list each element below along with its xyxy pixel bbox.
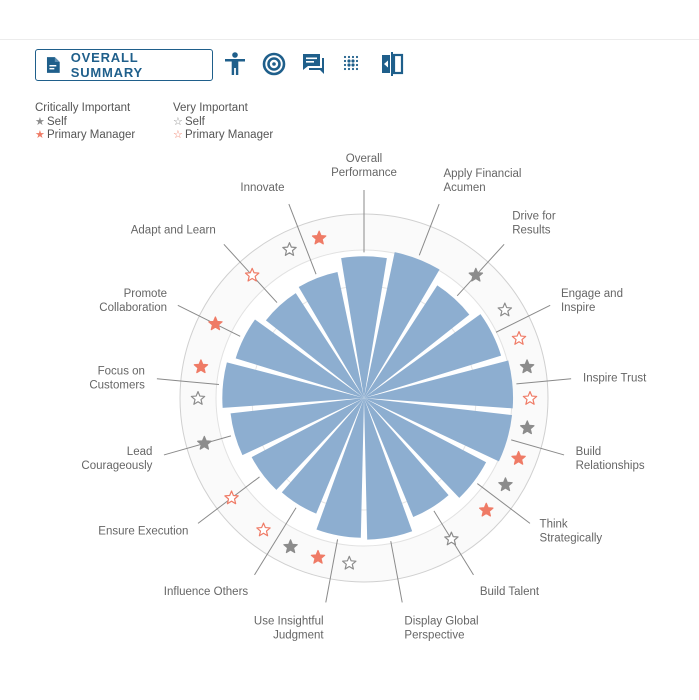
legend-very-manager: Primary Manager — [185, 129, 274, 141]
spoke-line — [156, 378, 219, 386]
document-icon — [46, 57, 60, 73]
bar-segment[interactable] — [364, 314, 502, 398]
legend-critical-self: Self — [47, 115, 67, 128]
self-filled-star-icon[interactable] — [197, 435, 212, 450]
category-label: Think Strategically — [540, 519, 603, 545]
bar-segment[interactable] — [341, 256, 387, 398]
manager-outline-star-icon[interactable] — [244, 267, 260, 282]
bar-segment[interactable] — [298, 271, 364, 398]
self-filled-star-icon: ★ — [35, 115, 45, 128]
top-divider — [0, 39, 699, 40]
bar-segment[interactable] — [281, 398, 364, 514]
category-label: Adapt and Learn — [131, 224, 216, 236]
self-filled-star-icon[interactable] — [283, 539, 298, 554]
bar-segment[interactable] — [364, 252, 440, 398]
bar-segment[interactable] — [251, 398, 364, 490]
self-outline-star-icon[interactable] — [282, 242, 297, 256]
spoke-line — [511, 439, 565, 456]
category-label: Build Relationships — [576, 446, 645, 472]
overall-summary-button[interactable]: OVERALL SUMMARY — [35, 49, 213, 81]
bar-segment[interactable] — [364, 398, 449, 518]
manager-filled-star-icon[interactable] — [479, 502, 494, 517]
bar-segment[interactable] — [364, 398, 487, 498]
bar-segment[interactable] — [265, 293, 364, 398]
legend-very: Very Important ☆ Self ☆ Primary Manager — [173, 102, 273, 143]
category-label: Inspire Trust — [583, 373, 647, 385]
spoke-line — [456, 243, 505, 297]
manager-filled-star-icon[interactable] — [511, 450, 526, 465]
manager-outline-star-icon: ☆ — [173, 129, 183, 141]
legend-critical-manager: Primary Manager — [47, 129, 136, 141]
category-label: Promote Collaboration — [99, 288, 167, 314]
category-label: Engage and Inspire — [561, 288, 623, 314]
bar-segment[interactable] — [235, 319, 364, 398]
spoke-line — [177, 304, 241, 337]
self-filled-star-icon[interactable] — [519, 359, 535, 374]
spoke-line — [516, 378, 572, 385]
target-icon[interactable] — [261, 51, 287, 77]
spoke-line — [495, 304, 551, 333]
person-icon[interactable] — [222, 51, 248, 77]
bar-segment[interactable] — [364, 285, 470, 398]
dots-grid-icon[interactable] — [339, 51, 365, 77]
self-filled-star-icon[interactable] — [520, 420, 535, 435]
spoke-line — [325, 539, 339, 603]
category-label: Focus on Customers — [89, 366, 145, 392]
manager-outline-star-icon[interactable] — [511, 330, 527, 345]
spoke-line — [254, 507, 297, 576]
self-outline-star-icon[interactable] — [444, 531, 459, 546]
category-label: Drive for Results — [512, 210, 556, 236]
manager-outline-star-icon[interactable] — [522, 391, 538, 405]
manager-filled-star-icon[interactable] — [310, 549, 326, 564]
self-filled-star-icon[interactable] — [468, 267, 484, 282]
self-outline-star-icon: ☆ — [173, 115, 183, 128]
bar-segment[interactable] — [364, 398, 413, 540]
bar-segment[interactable] — [222, 362, 364, 408]
compare-icon[interactable] — [379, 51, 405, 77]
bar-segment[interactable] — [364, 360, 514, 409]
self-filled-star-icon[interactable] — [498, 477, 513, 492]
bar-segment[interactable] — [316, 398, 364, 538]
self-outline-star-icon[interactable] — [190, 391, 206, 405]
legend-very-self: Self — [185, 115, 205, 128]
chat-icon[interactable] — [300, 51, 326, 77]
spoke-line — [477, 483, 531, 524]
category-label: Build Talent — [480, 586, 540, 598]
category-label: Lead Courageously — [81, 446, 152, 472]
category-label: Use Insightful Judgment — [254, 615, 324, 641]
manager-filled-star-icon: ★ — [35, 129, 45, 141]
bar-segment[interactable] — [364, 398, 513, 462]
manager-filled-star-icon[interactable] — [193, 359, 209, 374]
manager-outline-star-icon[interactable] — [256, 522, 271, 537]
manager-outline-star-icon[interactable] — [224, 490, 239, 505]
category-label: Innovate — [240, 182, 284, 194]
legend-very-title: Very Important — [173, 102, 248, 114]
toolbar: OVERALL SUMMARY — [35, 48, 404, 82]
spoke-line — [418, 203, 440, 256]
manager-filled-star-icon[interactable] — [208, 316, 223, 331]
self-outline-star-icon[interactable] — [497, 302, 513, 317]
spoke-line — [288, 203, 317, 275]
legend-critical-title: Critically Important — [35, 102, 131, 114]
self-outline-star-icon[interactable] — [342, 555, 357, 570]
bar-segment[interactable] — [230, 398, 364, 456]
legend-critical: Critically Important ★ Self ★ Primary Mana… — [35, 102, 135, 143]
category-label: Overall Performance — [331, 153, 397, 179]
category-label: Ensure Execution — [98, 526, 188, 538]
category-label: Apply Financial Acumen — [443, 168, 521, 194]
manager-filled-star-icon[interactable] — [311, 230, 327, 245]
overall-summary-label: OVERALL SUMMARY — [70, 50, 144, 80]
category-label: Influence Others — [164, 586, 249, 598]
spoke-line — [390, 541, 403, 603]
category-label: Display Global Perspective — [404, 615, 478, 641]
spoke-line — [163, 435, 232, 456]
